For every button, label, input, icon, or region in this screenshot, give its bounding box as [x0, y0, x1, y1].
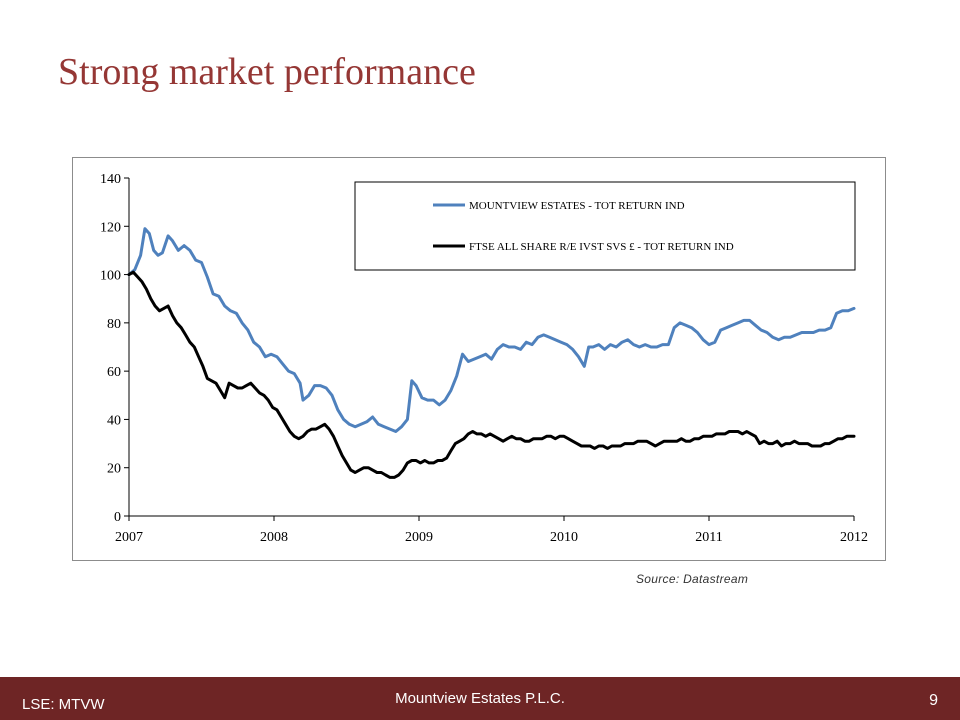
- y-tick-label: 20: [107, 462, 121, 477]
- footer-bar: [0, 677, 960, 720]
- footer-company: Mountview Estates P.L.C.: [395, 690, 565, 707]
- y-tick-label: 40: [107, 413, 121, 428]
- y-tick-label: 60: [107, 365, 121, 380]
- legend-box: [354, 181, 856, 271]
- x-tick-label: 2012: [840, 530, 868, 545]
- chart-legend: MOUNTVIEW ESTATES - TOT RETURN IND FTSE …: [354, 181, 856, 271]
- y-tick-label: 80: [107, 317, 121, 332]
- x-tick-label: 2007: [115, 530, 143, 545]
- legend-label-ftse: FTSE ALL SHARE R/E IVST SVS £ - TOT RETU…: [469, 241, 734, 253]
- page-number: 9: [929, 692, 938, 709]
- series-layer: [127, 227, 856, 479]
- line-chart: 0 20 40 60 80 100 120 140 2007 2008 2009 2010 2011 20…: [100, 172, 868, 545]
- x-tick-label: 2008: [260, 530, 288, 545]
- series-line-mountview: [127, 227, 856, 433]
- x-tick-label: 2010: [550, 530, 578, 545]
- x-tick-label: 2011: [695, 530, 722, 545]
- slide-title: Strong market performance: [58, 51, 476, 93]
- y-tick-label: 0: [114, 510, 121, 525]
- chart-container: 0 20 40 60 80 100 120 140 2007 2008 2009 2010 2011 20…: [72, 157, 886, 561]
- footer-ticker: LSE: MTVW: [22, 696, 105, 713]
- y-tick-label: 120: [100, 220, 121, 235]
- x-tick-label: 2009: [405, 530, 433, 545]
- y-tick-label: 140: [100, 172, 121, 187]
- source-note: Source: Datastream: [636, 572, 749, 586]
- chart-axes: 0 20 40 60 80 100 120 140 2007 2008 2009 2010 2011 20…: [100, 172, 868, 545]
- y-tick-label: 100: [100, 269, 121, 284]
- legend-label-mountview: MOUNTVIEW ESTATES - TOT RETURN IND: [469, 200, 685, 212]
- series-line-ftse: [127, 270, 856, 479]
